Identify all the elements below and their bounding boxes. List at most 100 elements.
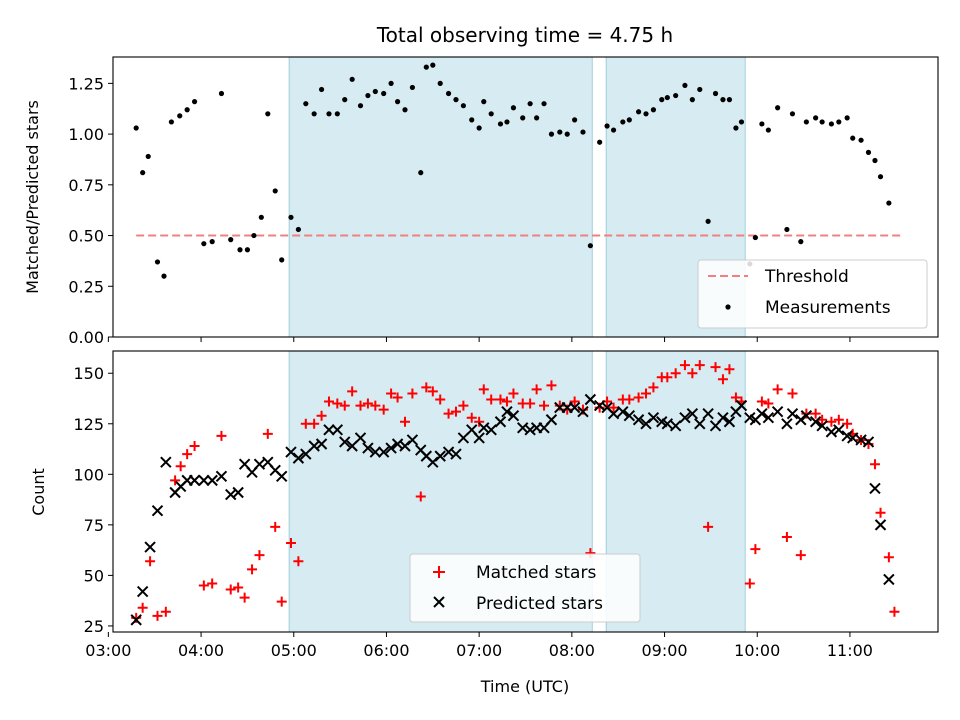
measurement-point	[295, 226, 301, 233]
measurement-point	[798, 239, 804, 245]
measurement-point	[564, 131, 570, 137]
matched-stars-point	[207, 578, 218, 589]
matched-stars-point	[679, 360, 690, 371]
predicted-stars-point	[756, 407, 768, 420]
x-tick-label: 04:00	[178, 641, 224, 660]
series-plus-points	[131, 360, 900, 623]
measurement-point	[402, 107, 408, 113]
measurement-point	[635, 109, 642, 115]
count-y-axis-label: Count	[29, 468, 48, 516]
matched-stars-point	[415, 491, 426, 502]
predicted-stars-point	[136, 585, 149, 598]
matched-stars-point	[539, 400, 550, 411]
predicted-stars-point	[781, 418, 793, 430]
measurement-point	[664, 94, 670, 101]
matched-stars-point	[787, 388, 798, 399]
predicted-stars-point	[130, 614, 142, 626]
measurement-point	[265, 111, 271, 117]
x-tick-label: 09:00	[641, 641, 687, 660]
matched-stars-point	[399, 416, 410, 427]
predicted-stars-point	[385, 442, 397, 454]
measurement-point	[865, 149, 872, 155]
matched-stars-point	[189, 441, 200, 452]
y-tick-label: 125	[73, 415, 104, 434]
matched-stars-point	[608, 402, 619, 413]
predicted-stars-point	[188, 474, 201, 487]
measurement-point	[342, 97, 348, 103]
matched-stars-point	[670, 368, 681, 379]
observing-window-1	[288, 56, 593, 338]
measurement-point	[145, 153, 151, 160]
series-dot-points	[133, 62, 892, 279]
measurement-point	[469, 117, 475, 123]
matched-stars-point	[285, 538, 296, 549]
measurement-point	[488, 111, 494, 117]
matched-stars-point	[458, 400, 469, 411]
matched-stars-point	[501, 396, 512, 407]
measurement-point	[673, 92, 679, 99]
predicted-stars-point	[694, 418, 706, 430]
matched-stars-point	[724, 364, 735, 375]
matched-stars-point	[710, 362, 721, 373]
matched-stars-point	[386, 388, 397, 399]
measurement-point	[303, 101, 309, 107]
matched-stars-point	[875, 507, 886, 518]
measurement-point	[168, 119, 174, 125]
y-tick-label: 0.25	[68, 277, 104, 296]
predicted-stars-point	[369, 446, 382, 458]
matched-stars-point	[662, 372, 673, 383]
measurement-point	[349, 76, 355, 82]
predicted-stars-point	[198, 474, 210, 487]
measurement-point	[201, 241, 207, 247]
measurement-point	[557, 129, 563, 135]
predicted-stars-point	[144, 541, 156, 553]
matched-stars-point	[247, 564, 258, 575]
count-legend-predicted-swatch	[433, 596, 445, 608]
matched-stars-point	[546, 380, 557, 391]
matched-stars-point	[262, 428, 273, 439]
count-legend-matched-swatch	[433, 566, 445, 578]
predicted-stars-point	[647, 412, 660, 424]
measurement-point	[445, 90, 452, 97]
matched-stars-point	[145, 556, 156, 567]
predicted-stars-point	[623, 409, 636, 422]
measurement-point	[184, 107, 190, 113]
figure-title: Total observing time = 4.75 h	[376, 23, 673, 47]
predicted-stars-point	[702, 407, 714, 420]
ratio-legend-measurements-swatch	[725, 304, 731, 310]
x-tick-label: 03:00	[85, 641, 131, 660]
measurement-point	[527, 101, 533, 107]
matched-stars-point	[293, 556, 304, 567]
measurement-point	[650, 107, 657, 113]
predicted-stars-point	[434, 450, 446, 462]
measurement-point	[326, 111, 332, 117]
predicted-stars-point	[354, 432, 367, 444]
measurement-point	[334, 111, 340, 117]
measurement-point	[318, 86, 325, 93]
measurement-point	[372, 88, 378, 95]
measurement-point	[497, 121, 504, 127]
matched-stars-point	[323, 396, 334, 407]
predicted-stars-point	[362, 442, 374, 454]
measurement-point	[626, 117, 632, 123]
predicted-stars-point	[607, 407, 620, 420]
y-tick-label: 50	[84, 566, 104, 585]
matched-stars-point	[276, 596, 287, 607]
matched-stars-point	[407, 388, 418, 399]
measurement-point	[759, 121, 765, 127]
predicted-stars-point	[450, 448, 462, 460]
count-legend: Matched stars Predicted stars	[409, 553, 641, 623]
matched-stars-point	[170, 475, 181, 486]
matched-stars-point	[239, 592, 250, 603]
matched-stars-point	[355, 400, 366, 411]
measurement-point	[548, 131, 555, 137]
measurement-point	[154, 259, 161, 265]
measurement-point	[365, 92, 371, 99]
series-x-points	[130, 393, 895, 626]
matched-stars-point	[486, 394, 497, 405]
predicted-stars-point	[617, 405, 629, 418]
measurement-point	[279, 257, 285, 263]
matched-stars-point	[316, 410, 327, 421]
measurement-point	[610, 127, 617, 133]
measurement-point	[161, 273, 167, 279]
